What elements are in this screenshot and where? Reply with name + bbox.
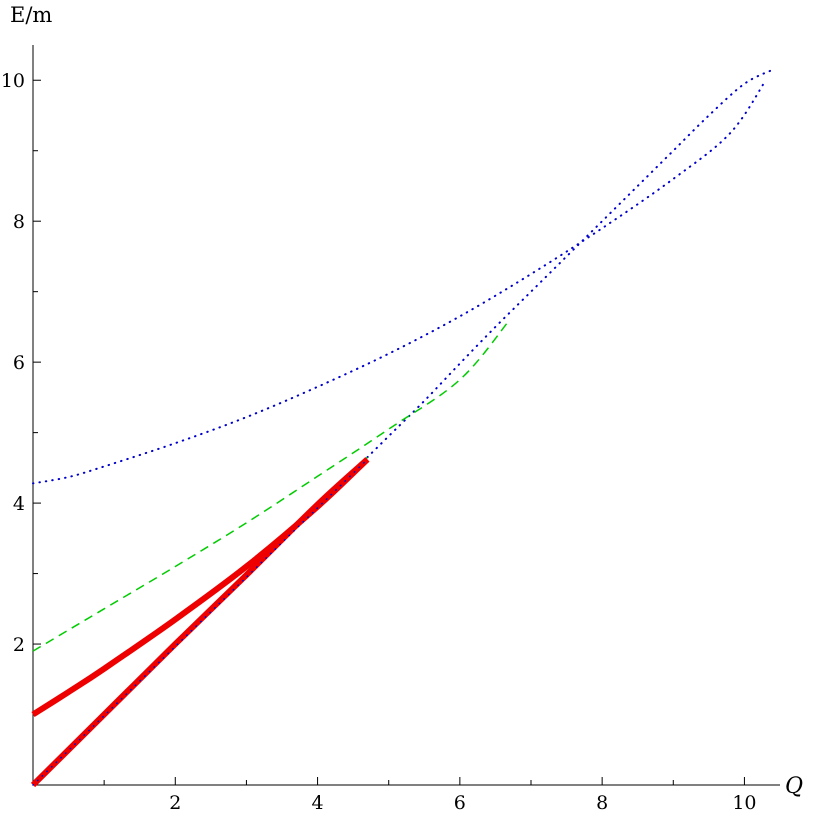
x-tick-label: 4 xyxy=(312,792,324,814)
y-tick-label: 2 xyxy=(13,634,25,656)
series-layer xyxy=(30,68,774,788)
series-1-dotted-line xyxy=(366,68,774,459)
series-4-solid-line xyxy=(31,457,370,718)
y-tick-label: 10 xyxy=(1,70,25,92)
x-axis-label: Q xyxy=(785,774,803,799)
series-6-dotted-line xyxy=(32,458,369,786)
y-axis-label: E/m xyxy=(10,3,52,27)
y-tick-label: 8 xyxy=(13,211,25,233)
y-tick-label: 6 xyxy=(13,352,25,374)
axes xyxy=(32,45,780,786)
x-tick-label: 10 xyxy=(732,792,756,814)
x-tick-label: 2 xyxy=(169,792,181,814)
series-5-solid-line xyxy=(30,457,370,788)
series-0-dotted-line xyxy=(32,79,767,485)
x-tick-label: 6 xyxy=(454,792,466,814)
series-2-dashed-line xyxy=(32,319,511,652)
tick-labels: 2 4 6 8 10 2 4 6 8 10 xyxy=(1,70,757,814)
x-tick-label: 8 xyxy=(596,792,608,814)
y-tick-label: 4 xyxy=(13,493,25,515)
